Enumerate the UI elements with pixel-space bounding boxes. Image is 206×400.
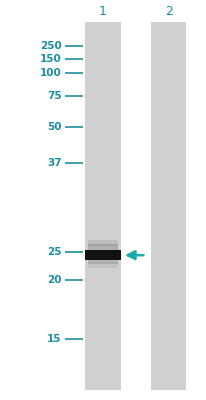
Text: 15: 15 — [47, 334, 62, 344]
Text: 50: 50 — [47, 122, 62, 132]
Text: 250: 250 — [40, 41, 62, 51]
Text: 2: 2 — [165, 5, 173, 18]
Bar — [88, 244, 118, 250]
Text: 20: 20 — [47, 275, 62, 285]
Text: 150: 150 — [40, 54, 62, 64]
Text: 25: 25 — [47, 247, 62, 257]
Text: 100: 100 — [40, 68, 62, 78]
Bar — [85, 250, 121, 260]
Bar — [88, 240, 118, 246]
Text: 1: 1 — [99, 5, 107, 18]
Bar — [151, 22, 186, 390]
Text: 75: 75 — [47, 91, 62, 101]
Bar — [88, 258, 118, 264]
Bar — [88, 262, 118, 268]
Bar — [85, 22, 121, 390]
Text: 37: 37 — [47, 158, 62, 168]
